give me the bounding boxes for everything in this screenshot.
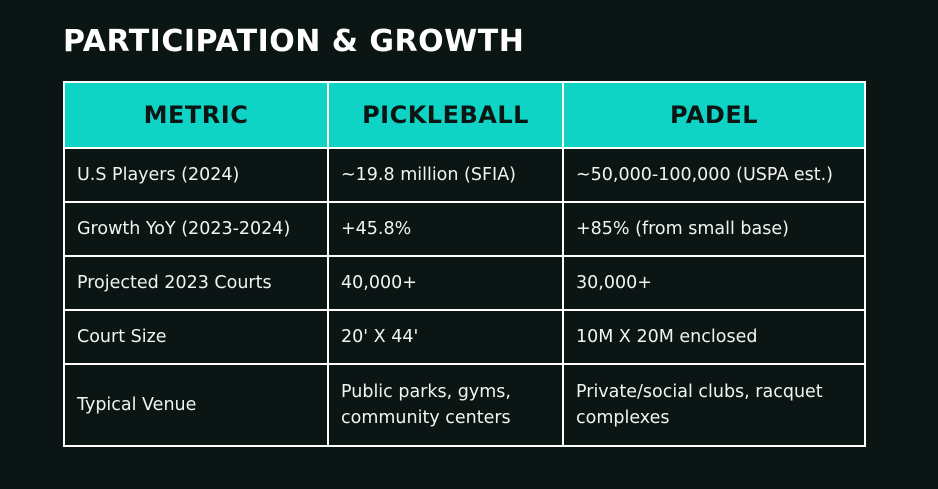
table-row: Typical Venue Public parks, gyms, commun… — [63, 363, 866, 447]
column-header-metric: METRIC — [63, 81, 329, 149]
metric-cell: U.S Players (2024) — [63, 147, 329, 203]
padel-cell: 30,000+ — [562, 255, 866, 311]
metric-cell: Court Size — [63, 309, 329, 365]
padel-cell: +85% (from small base) — [562, 201, 866, 257]
metric-cell: Typical Venue — [63, 363, 329, 447]
table-row: Court Size 20' X 44' 10M X 20M enclosed — [63, 309, 866, 365]
metric-cell: Growth YoY (2023-2024) — [63, 201, 329, 257]
pickleball-cell: 20' X 44' — [327, 309, 564, 365]
page-title: PARTICIPATION & GROWTH — [63, 24, 525, 59]
padel-cell: Private/social clubs, racquet complexes — [562, 363, 866, 447]
pickleball-cell: ~19.8 million (SFIA) — [327, 147, 564, 203]
padel-cell: ~50,000-100,000 (USPA est.) — [562, 147, 866, 203]
column-header-pickleball: PICKLEBALL — [327, 81, 564, 149]
metric-cell: Projected 2023 Courts — [63, 255, 329, 311]
pickleball-cell: +45.8% — [327, 201, 564, 257]
padel-cell: 10M X 20M enclosed — [562, 309, 866, 365]
table-row: U.S Players (2024) ~19.8 million (SFIA) … — [63, 147, 866, 203]
column-header-padel: PADEL — [562, 81, 866, 149]
pickleball-cell: 40,000+ — [327, 255, 564, 311]
comparison-table: METRIC PICKLEBALL PADEL U.S Players (202… — [63, 81, 866, 447]
table-row: Growth YoY (2023-2024) +45.8% +85% (from… — [63, 201, 866, 257]
table-header-row: METRIC PICKLEBALL PADEL — [63, 81, 866, 149]
pickleball-cell: Public parks, gyms, community centers — [327, 363, 564, 447]
table-row: Projected 2023 Courts 40,000+ 30,000+ — [63, 255, 866, 311]
